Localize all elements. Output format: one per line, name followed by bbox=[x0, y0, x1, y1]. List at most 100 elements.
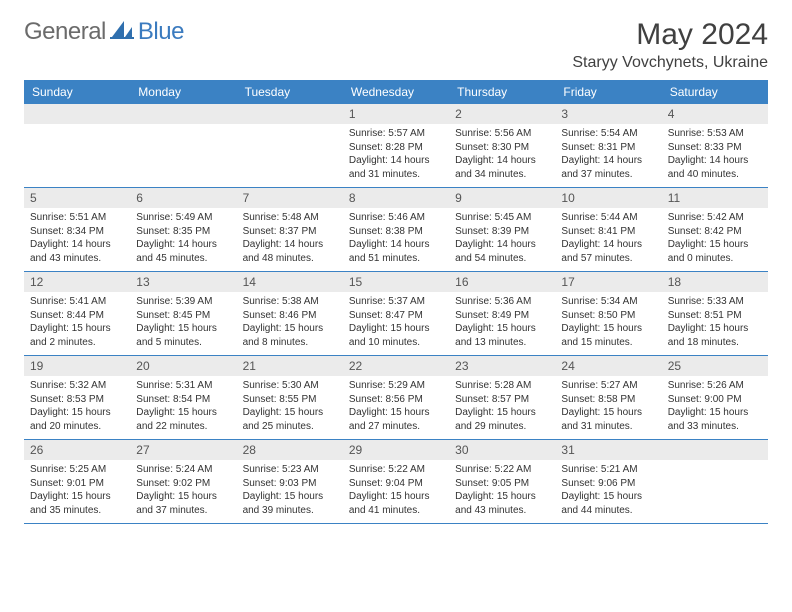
sunset-line: Sunset: 8:56 PM bbox=[349, 393, 443, 407]
dow-monday: Monday bbox=[130, 80, 236, 104]
sunset-line: Sunset: 8:34 PM bbox=[30, 225, 124, 239]
day-body bbox=[130, 124, 236, 182]
day-number: 15 bbox=[343, 272, 449, 292]
sunrise-line: Sunrise: 5:57 AM bbox=[349, 127, 443, 141]
day-body: Sunrise: 5:39 AMSunset: 8:45 PMDaylight:… bbox=[130, 292, 236, 355]
day-number bbox=[130, 104, 236, 124]
daylight-line: Daylight: 14 hours and 57 minutes. bbox=[561, 238, 655, 265]
sunrise-line: Sunrise: 5:21 AM bbox=[561, 463, 655, 477]
day-body bbox=[24, 124, 130, 182]
week-row: 19Sunrise: 5:32 AMSunset: 8:53 PMDayligh… bbox=[24, 356, 768, 440]
day-cell: 31Sunrise: 5:21 AMSunset: 9:06 PMDayligh… bbox=[555, 440, 661, 523]
daylight-line: Daylight: 15 hours and 15 minutes. bbox=[561, 322, 655, 349]
day-number: 22 bbox=[343, 356, 449, 376]
sunset-line: Sunset: 8:42 PM bbox=[668, 225, 762, 239]
week-row: 5Sunrise: 5:51 AMSunset: 8:34 PMDaylight… bbox=[24, 188, 768, 272]
day-cell: 14Sunrise: 5:38 AMSunset: 8:46 PMDayligh… bbox=[237, 272, 343, 355]
day-body: Sunrise: 5:41 AMSunset: 8:44 PMDaylight:… bbox=[24, 292, 130, 355]
day-number bbox=[662, 440, 768, 460]
sunrise-line: Sunrise: 5:32 AM bbox=[30, 379, 124, 393]
daylight-line: Daylight: 15 hours and 37 minutes. bbox=[136, 490, 230, 517]
day-number: 29 bbox=[343, 440, 449, 460]
day-body: Sunrise: 5:53 AMSunset: 8:33 PMDaylight:… bbox=[662, 124, 768, 187]
day-cell: 13Sunrise: 5:39 AMSunset: 8:45 PMDayligh… bbox=[130, 272, 236, 355]
day-number: 8 bbox=[343, 188, 449, 208]
daylight-line: Daylight: 15 hours and 8 minutes. bbox=[243, 322, 337, 349]
sunrise-line: Sunrise: 5:54 AM bbox=[561, 127, 655, 141]
day-body: Sunrise: 5:22 AMSunset: 9:04 PMDaylight:… bbox=[343, 460, 449, 523]
day-cell bbox=[237, 104, 343, 187]
sunset-line: Sunset: 8:28 PM bbox=[349, 141, 443, 155]
day-number: 28 bbox=[237, 440, 343, 460]
sunset-line: Sunset: 9:06 PM bbox=[561, 477, 655, 491]
week-row: 26Sunrise: 5:25 AMSunset: 9:01 PMDayligh… bbox=[24, 440, 768, 524]
day-cell: 1Sunrise: 5:57 AMSunset: 8:28 PMDaylight… bbox=[343, 104, 449, 187]
logo-text-general: General bbox=[24, 18, 106, 46]
day-cell: 20Sunrise: 5:31 AMSunset: 8:54 PMDayligh… bbox=[130, 356, 236, 439]
daylight-line: Daylight: 14 hours and 40 minutes. bbox=[668, 154, 762, 181]
sunrise-line: Sunrise: 5:23 AM bbox=[243, 463, 337, 477]
day-cell: 25Sunrise: 5:26 AMSunset: 9:00 PMDayligh… bbox=[662, 356, 768, 439]
day-cell bbox=[24, 104, 130, 187]
daylight-line: Daylight: 15 hours and 41 minutes. bbox=[349, 490, 443, 517]
sunset-line: Sunset: 8:54 PM bbox=[136, 393, 230, 407]
day-cell bbox=[662, 440, 768, 523]
daylight-line: Daylight: 15 hours and 22 minutes. bbox=[136, 406, 230, 433]
day-number: 19 bbox=[24, 356, 130, 376]
dow-thursday: Thursday bbox=[449, 80, 555, 104]
daylight-line: Daylight: 15 hours and 29 minutes. bbox=[455, 406, 549, 433]
day-body: Sunrise: 5:44 AMSunset: 8:41 PMDaylight:… bbox=[555, 208, 661, 271]
sunset-line: Sunset: 8:44 PM bbox=[30, 309, 124, 323]
day-body: Sunrise: 5:48 AMSunset: 8:37 PMDaylight:… bbox=[237, 208, 343, 271]
sunrise-line: Sunrise: 5:38 AM bbox=[243, 295, 337, 309]
logo: General Blue bbox=[24, 18, 184, 46]
week-row: 12Sunrise: 5:41 AMSunset: 8:44 PMDayligh… bbox=[24, 272, 768, 356]
sunset-line: Sunset: 8:41 PM bbox=[561, 225, 655, 239]
day-cell: 2Sunrise: 5:56 AMSunset: 8:30 PMDaylight… bbox=[449, 104, 555, 187]
daylight-line: Daylight: 14 hours and 43 minutes. bbox=[30, 238, 124, 265]
day-cell: 7Sunrise: 5:48 AMSunset: 8:37 PMDaylight… bbox=[237, 188, 343, 271]
sunset-line: Sunset: 8:31 PM bbox=[561, 141, 655, 155]
dow-friday: Friday bbox=[555, 80, 661, 104]
day-cell: 21Sunrise: 5:30 AMSunset: 8:55 PMDayligh… bbox=[237, 356, 343, 439]
sunset-line: Sunset: 8:46 PM bbox=[243, 309, 337, 323]
sunrise-line: Sunrise: 5:30 AM bbox=[243, 379, 337, 393]
day-body: Sunrise: 5:46 AMSunset: 8:38 PMDaylight:… bbox=[343, 208, 449, 271]
day-number: 6 bbox=[130, 188, 236, 208]
sunrise-line: Sunrise: 5:34 AM bbox=[561, 295, 655, 309]
day-number: 30 bbox=[449, 440, 555, 460]
sunrise-line: Sunrise: 5:49 AM bbox=[136, 211, 230, 225]
daylight-line: Daylight: 15 hours and 39 minutes. bbox=[243, 490, 337, 517]
dow-wednesday: Wednesday bbox=[343, 80, 449, 104]
sunrise-line: Sunrise: 5:39 AM bbox=[136, 295, 230, 309]
day-body: Sunrise: 5:54 AMSunset: 8:31 PMDaylight:… bbox=[555, 124, 661, 187]
day-cell: 26Sunrise: 5:25 AMSunset: 9:01 PMDayligh… bbox=[24, 440, 130, 523]
day-cell bbox=[130, 104, 236, 187]
day-body: Sunrise: 5:31 AMSunset: 8:54 PMDaylight:… bbox=[130, 376, 236, 439]
sunset-line: Sunset: 8:50 PM bbox=[561, 309, 655, 323]
sunset-line: Sunset: 8:37 PM bbox=[243, 225, 337, 239]
sunset-line: Sunset: 8:35 PM bbox=[136, 225, 230, 239]
sunset-line: Sunset: 8:30 PM bbox=[455, 141, 549, 155]
day-body: Sunrise: 5:37 AMSunset: 8:47 PMDaylight:… bbox=[343, 292, 449, 355]
day-number: 3 bbox=[555, 104, 661, 124]
day-number: 12 bbox=[24, 272, 130, 292]
sunrise-line: Sunrise: 5:28 AM bbox=[455, 379, 549, 393]
day-body: Sunrise: 5:56 AMSunset: 8:30 PMDaylight:… bbox=[449, 124, 555, 187]
sunrise-line: Sunrise: 5:26 AM bbox=[668, 379, 762, 393]
day-cell: 22Sunrise: 5:29 AMSunset: 8:56 PMDayligh… bbox=[343, 356, 449, 439]
day-cell: 30Sunrise: 5:22 AMSunset: 9:05 PMDayligh… bbox=[449, 440, 555, 523]
sunrise-line: Sunrise: 5:48 AM bbox=[243, 211, 337, 225]
daylight-line: Daylight: 15 hours and 43 minutes. bbox=[455, 490, 549, 517]
sunset-line: Sunset: 8:55 PM bbox=[243, 393, 337, 407]
daylight-line: Daylight: 15 hours and 2 minutes. bbox=[30, 322, 124, 349]
daylight-line: Daylight: 15 hours and 0 minutes. bbox=[668, 238, 762, 265]
day-number: 10 bbox=[555, 188, 661, 208]
sunrise-line: Sunrise: 5:44 AM bbox=[561, 211, 655, 225]
dow-tuesday: Tuesday bbox=[237, 80, 343, 104]
dow-header-row: Sunday Monday Tuesday Wednesday Thursday… bbox=[24, 80, 768, 104]
sunset-line: Sunset: 9:03 PM bbox=[243, 477, 337, 491]
day-number: 18 bbox=[662, 272, 768, 292]
title-block: May 2024 Staryy Vovchynets, Ukraine bbox=[572, 18, 768, 72]
sunrise-line: Sunrise: 5:46 AM bbox=[349, 211, 443, 225]
